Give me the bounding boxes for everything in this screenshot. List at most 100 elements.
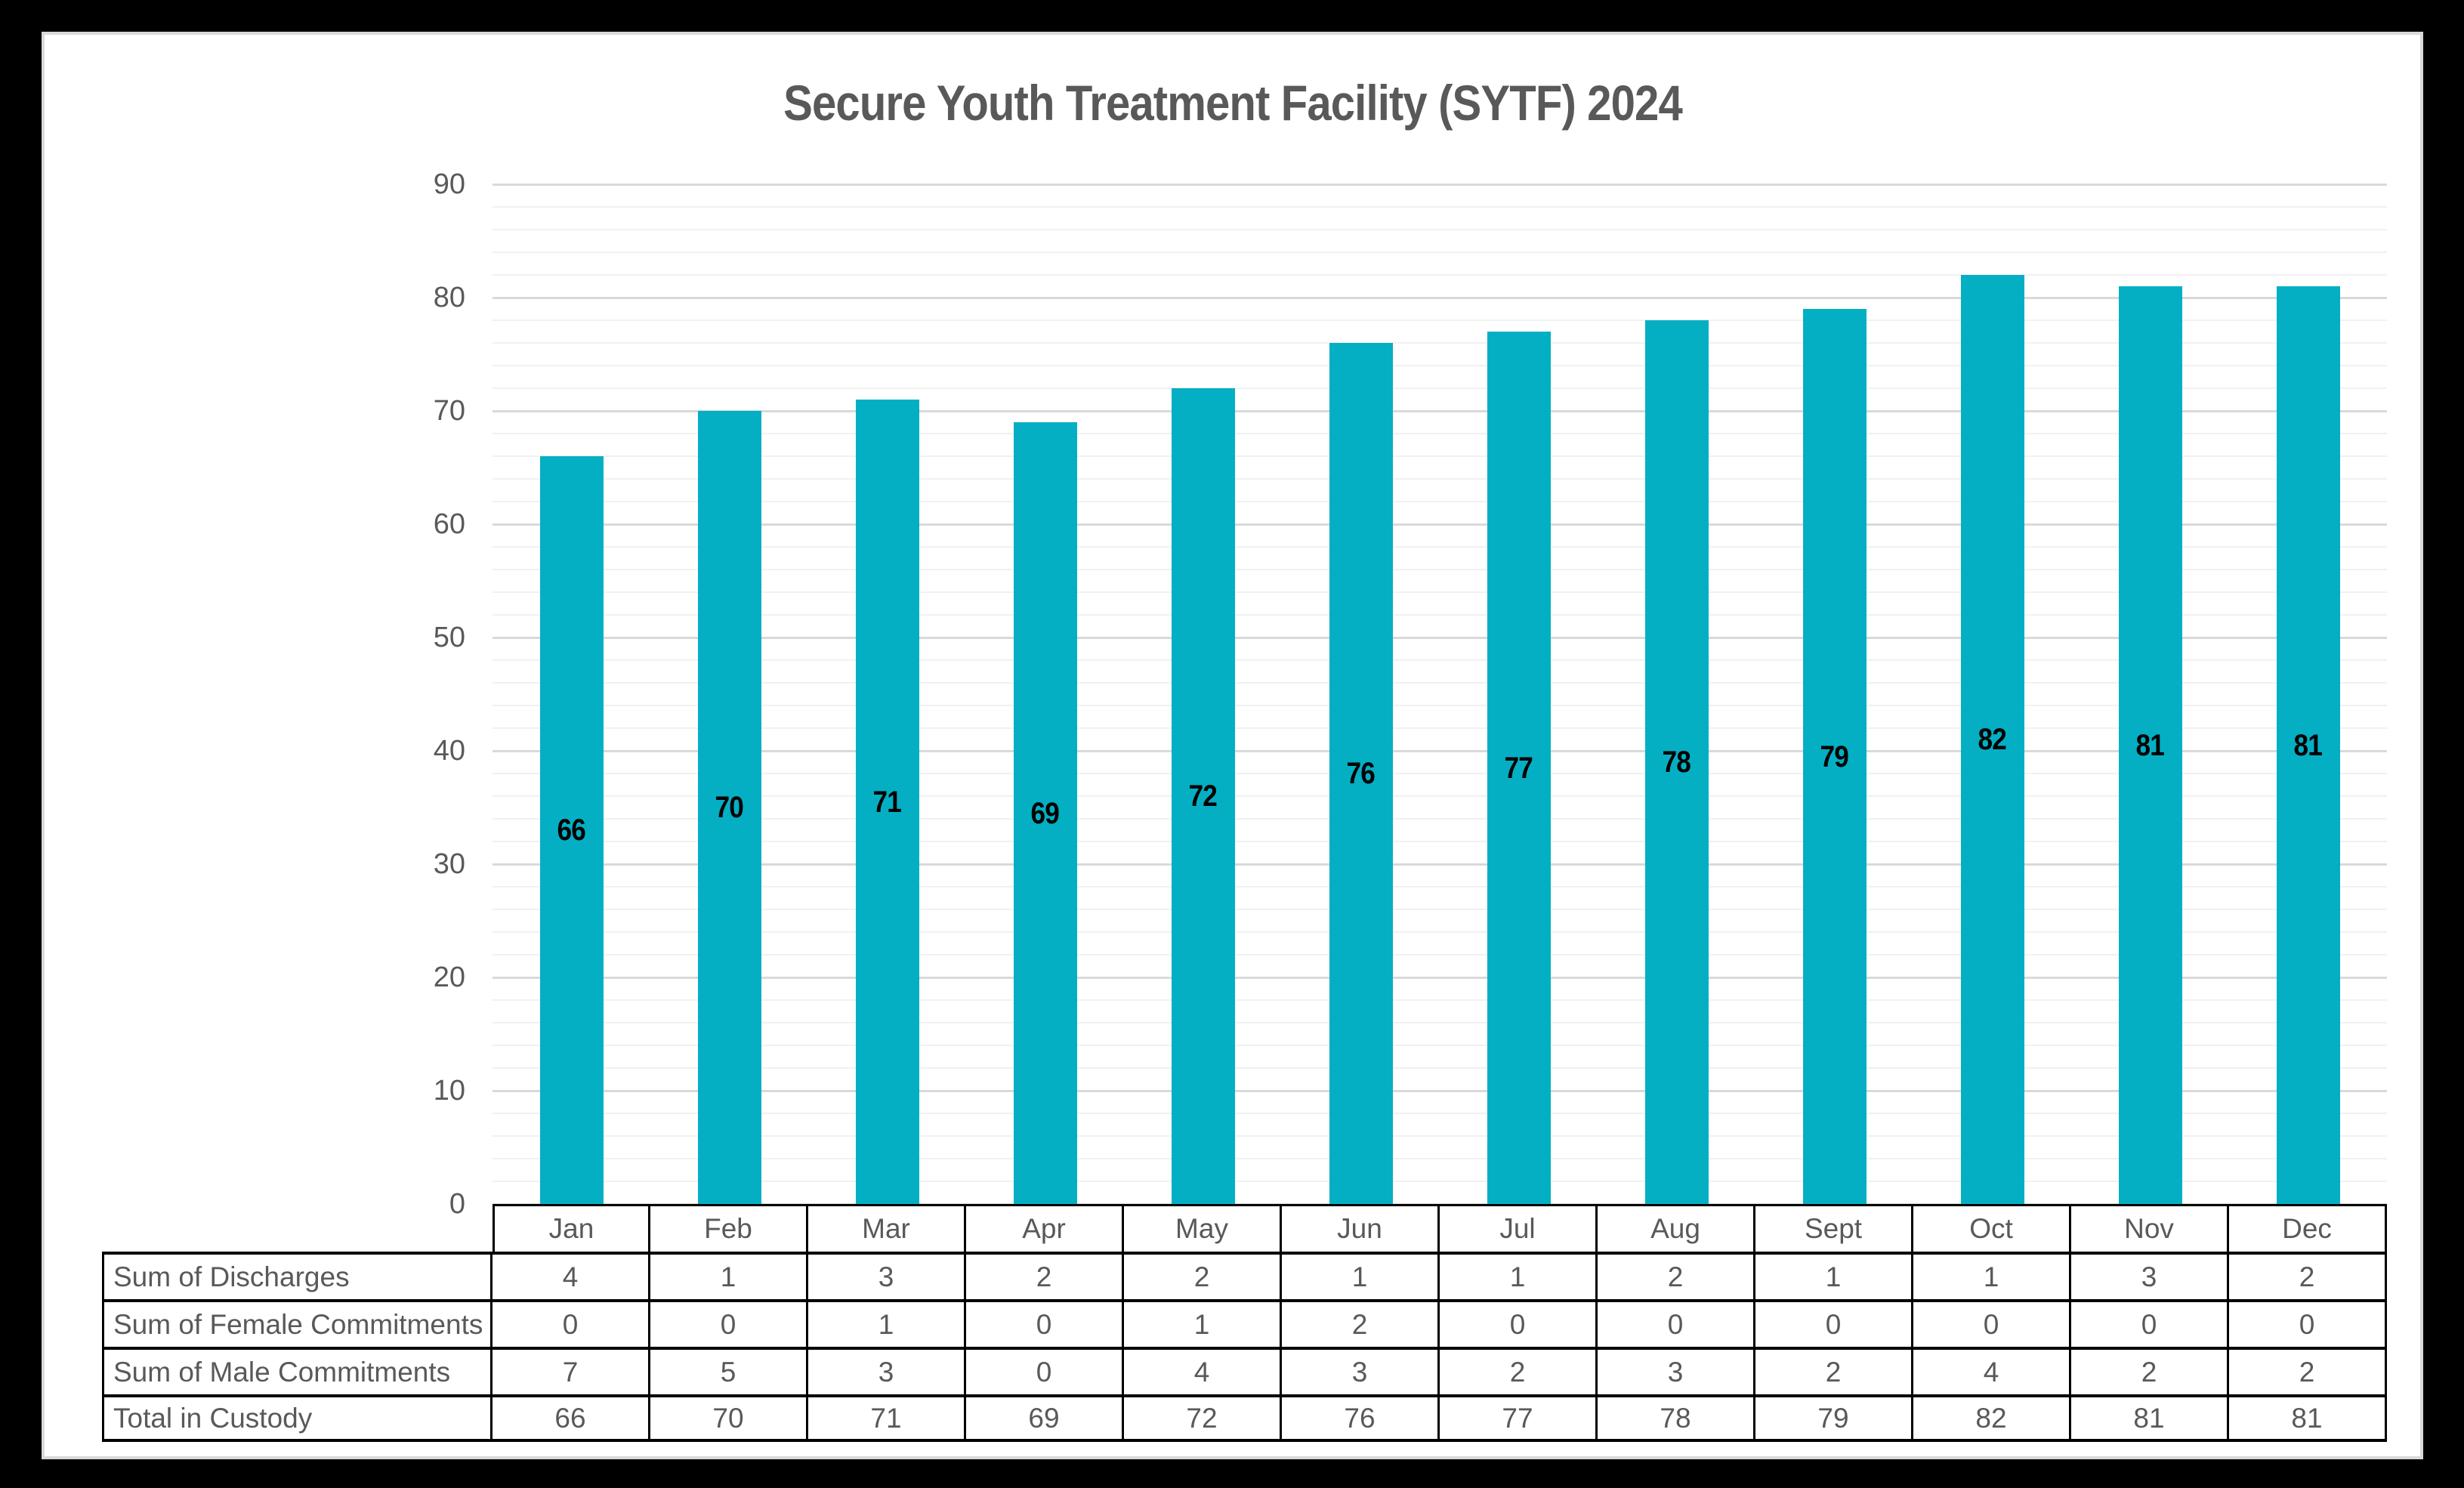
bar-aug: [1644, 320, 1709, 1204]
month-header-cell: Jan: [492, 1204, 650, 1252]
bar-value-text: 82: [1978, 723, 2007, 756]
bar-value-label: 79: [1755, 737, 1913, 776]
bar-feb: [697, 411, 761, 1204]
table-cell: 3: [808, 1252, 966, 1299]
bar-value-label: 70: [650, 788, 808, 827]
y-axis-tick-label: 70: [433, 395, 465, 427]
minor-gridline: [492, 569, 2387, 570]
table-cell: 0: [492, 1299, 650, 1347]
table-cell: 2: [1440, 1347, 1598, 1394]
month-header-cell: Mar: [808, 1204, 966, 1252]
table-cell: 81: [2229, 1394, 2387, 1442]
y-axis-tick-label: 50: [433, 622, 465, 653]
table-cell: 4: [1913, 1347, 2071, 1394]
data-table: Jan Feb Mar Apr May Jun Jul Aug Sept Oct Nov Dec Sum…: [102, 1204, 2387, 1442]
table-cell: 66: [492, 1394, 650, 1442]
bar-sept: [1802, 309, 1867, 1204]
major-gridline: [492, 977, 2387, 979]
table-cell: 78: [1598, 1394, 1755, 1442]
plot-area: 66 70 71 69 72 76 77 78 79 82 81 81: [492, 184, 2387, 1206]
table-cell: 77: [1440, 1394, 1598, 1442]
table-cell: 69: [966, 1394, 1124, 1442]
table-cell: 2: [2071, 1347, 2229, 1394]
table-cell: 1: [1755, 1252, 1913, 1299]
table-cell: 2: [1282, 1299, 1440, 1347]
table-cell: 4: [492, 1252, 650, 1299]
minor-gridline: [492, 229, 2387, 230]
minor-gridline: [492, 931, 2387, 933]
table-cell: 0: [1598, 1299, 1755, 1347]
chart-title-text: Secure Youth Treatment Facility (SYTF) 2…: [783, 75, 1683, 131]
bar-value-text: 66: [557, 813, 586, 847]
minor-gridline: [492, 455, 2387, 457]
y-axis-tick-label: 90: [433, 168, 465, 200]
minor-gridline: [492, 320, 2387, 321]
table-cell: 3: [1282, 1347, 1440, 1394]
major-gridline: [492, 1090, 2387, 1092]
minor-gridline: [492, 478, 2387, 480]
bar-value-text: 72: [1188, 780, 1218, 813]
table-cell: 4: [1124, 1347, 1282, 1394]
table-cell: 5: [650, 1347, 808, 1394]
bar-dec: [2276, 286, 2340, 1204]
minor-gridline: [492, 954, 2387, 955]
table-cell: 72: [1124, 1394, 1282, 1442]
month-header-cell: Sept: [1755, 1204, 1913, 1252]
minor-gridline: [492, 841, 2387, 842]
bar-value-label: 66: [492, 810, 650, 850]
bar-oct: [1960, 275, 2024, 1204]
bar-apr: [1013, 422, 1077, 1204]
table-cell: 70: [650, 1394, 808, 1442]
minor-gridline: [492, 1113, 2387, 1114]
month-header-cell: Jun: [1282, 1204, 1440, 1252]
table-corner-cell: [102, 1204, 492, 1252]
table-cell: 2: [2229, 1252, 2387, 1299]
y-axis-tick-label: 30: [433, 848, 465, 880]
bar-value-label: 69: [966, 794, 1124, 833]
month-header-cell: Feb: [650, 1204, 808, 1252]
minor-gridline: [492, 659, 2387, 661]
month-header-cell: Aug: [1598, 1204, 1755, 1252]
y-axis-tick-label: 40: [433, 735, 465, 767]
minor-gridline: [492, 252, 2387, 253]
bar-value-label: 76: [1282, 754, 1440, 793]
minor-gridline: [492, 1181, 2387, 1182]
minor-gridline: [492, 682, 2387, 684]
table-cell: 2: [2229, 1347, 2387, 1394]
y-axis-tick-label: 80: [433, 282, 465, 313]
bar-value-text: 71: [872, 785, 902, 819]
bar-value-text: 81: [2293, 728, 2323, 762]
table-cell: 3: [1598, 1347, 1755, 1394]
chart-title: Secure Youth Treatment Facility (SYTF) 2…: [45, 74, 2420, 131]
bar-value-label: 77: [1440, 749, 1598, 788]
table-cell: 3: [2071, 1252, 2229, 1299]
month-header-cell: Oct: [1913, 1204, 2071, 1252]
minor-gridline: [492, 387, 2387, 389]
table-cell: 0: [1755, 1299, 1913, 1347]
minor-gridline: [492, 795, 2387, 797]
bar-value-label: 81: [2229, 726, 2387, 765]
major-gridline: [492, 637, 2387, 639]
minor-gridline: [492, 433, 2387, 434]
bar-value-text: 70: [715, 791, 744, 824]
table-row-label: Total in Custody: [102, 1394, 492, 1442]
table-cell: 7: [492, 1347, 650, 1394]
month-header-cell: Dec: [2229, 1204, 2387, 1252]
minor-gridline: [492, 274, 2387, 276]
major-gridline: [492, 523, 2387, 526]
table-cell: 0: [1440, 1299, 1598, 1347]
table-cell: 1: [1913, 1252, 2071, 1299]
bar-nov: [2118, 286, 2182, 1204]
table-cell: 2: [1755, 1347, 1913, 1394]
minor-gridline: [492, 206, 2387, 208]
minor-gridline: [492, 705, 2387, 706]
y-axis-tick-label: 60: [433, 508, 465, 540]
table-cell: 2: [1598, 1252, 1755, 1299]
major-gridline: [492, 750, 2387, 752]
bar-value-text: 69: [1030, 796, 1060, 830]
table-cell: 0: [966, 1347, 1124, 1394]
month-header-cell: Jul: [1440, 1204, 1598, 1252]
bar-jan: [539, 456, 604, 1204]
major-gridline: [492, 297, 2387, 299]
